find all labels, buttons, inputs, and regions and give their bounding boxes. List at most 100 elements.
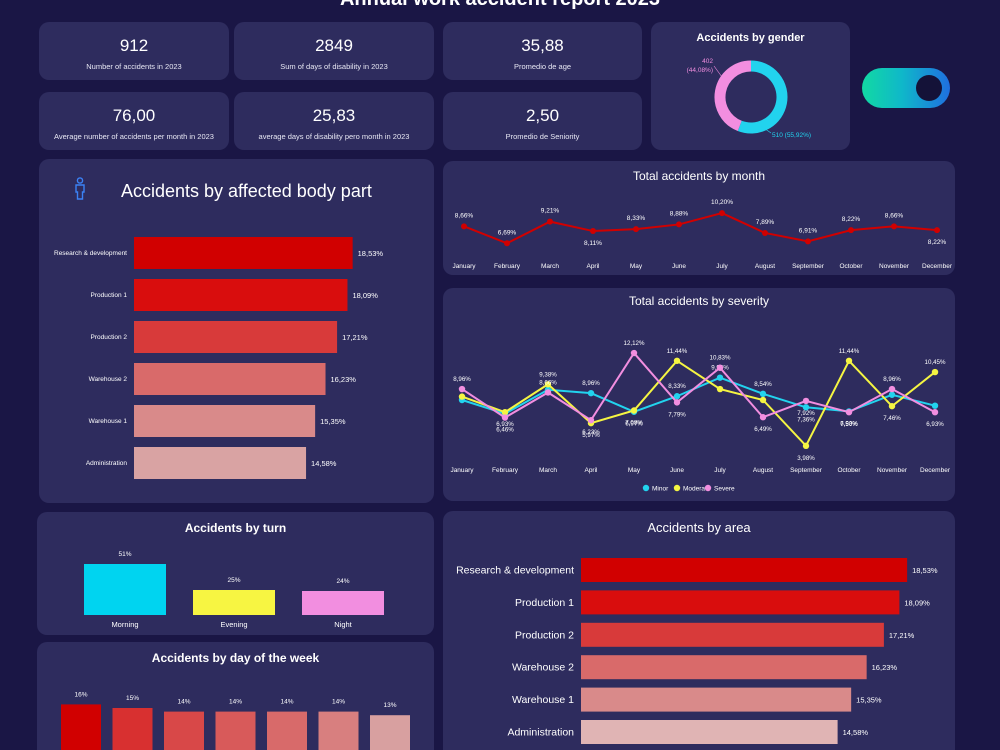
leader-line [713,65,723,78]
data-point [888,391,896,398]
kpi-value: 35,88 [521,36,564,55]
bar [581,622,884,647]
x-tick-label: April [584,467,598,474]
data-label: 14% [332,699,345,706]
data-label: 17,21% [342,333,368,342]
bar [581,687,852,712]
data-point [934,227,940,234]
data-label: 7,36% [797,416,815,423]
kpi-value: 25,83 [312,106,356,125]
series-line [461,351,936,422]
data-label: 8,66% [539,379,557,386]
data-label: 25% [227,577,240,584]
data-label: 8,33% [627,215,646,222]
data-label: 10,83% [710,355,731,362]
data-label: 13% [383,702,396,709]
data-label: 15,35% [320,417,346,426]
turn-bar-chart: 51% Morning 25% Evening 24% Night [84,551,384,629]
x-tick-label: March [539,467,557,474]
data-point [590,228,596,235]
bar [193,590,275,615]
data-label: 18,53% [358,249,384,258]
x-tick-label: February [492,467,519,474]
category-label: Production 1 [515,597,574,609]
category-label: Administration [86,460,128,467]
x-tick-label: August [755,263,775,270]
data-label: 10,45% [925,359,946,366]
data-label: 7,79% [668,411,686,418]
severity-chart-card: Total accidents by severity 8,96% 6,97% 8,… [443,288,955,501]
data-label: 5,97% [582,432,600,439]
category-label: Research & development [54,250,127,257]
data-label: 24% [336,578,349,585]
bar [581,720,838,744]
x-tick-label: May [630,263,643,270]
data-label: 14,58% [843,728,869,737]
legend-label: Minor [652,486,669,493]
data-label: 8,66% [885,212,904,219]
data-point [888,385,896,393]
bar [112,708,153,750]
data-label: 9,38% [539,371,557,378]
chart-title: Total accidents by severity [628,294,770,308]
data-point [673,399,681,406]
chart-title: Accidents by affected body part [121,181,372,201]
x-tick-label: January [452,263,476,270]
kpi-card-accidents: 912 Number of accidents in 2023 [39,22,229,80]
data-label: 16% [74,691,87,698]
x-tick-label: December [922,263,953,270]
data-point [845,408,853,416]
data-label: 6,93% [840,420,858,427]
category-label: Warehouse 2 [512,662,574,674]
data-label: 8,96% [582,380,600,387]
kpi-value: 76,00 [112,106,156,125]
x-tick-label: November [877,467,908,474]
data-point [673,357,681,364]
series-line [461,359,936,448]
area-chart-card: Accidents by area Research & development… [443,511,955,750]
data-point [716,385,724,393]
x-tick-label: April [586,263,600,270]
theme-toggle[interactable] [862,68,950,108]
turn-chart-card: Accidents by turn 51% Morning 25% Evening 24… [37,512,434,635]
x-tick-label: July [716,263,728,270]
legend-swatch [704,484,712,492]
data-point [633,226,639,233]
category-label: Warehouse 1 [512,694,574,706]
data-point [759,390,767,398]
gender-chart-card: Accidents by gender 510 (55,92%) 402 (44,0… [651,22,850,150]
data-label: 8,22% [842,216,861,223]
category-label: Production 1 [91,292,128,299]
kpi-card-avg-disability: 25,83 average days of disability pero mo… [234,92,434,150]
category-label: Warehouse 2 [89,376,128,383]
kpi-card-disability-days: 2849 Sum of days of disability in 2023 [234,22,434,80]
x-tick-label: Night [334,620,352,629]
kpi-label: Number of accidents in 2023 [86,62,182,71]
donut-slice [714,60,752,131]
month-chart-card: Total accidents by month 8,66% January 6,6… [443,161,955,275]
data-label: 7,08% [625,419,643,426]
bar [61,704,101,750]
x-tick-label: October [837,467,861,474]
chart-title: Accidents by day of the week [151,651,320,665]
data-label: 8,22% [928,239,947,246]
data-point [504,240,510,247]
data-label: 6,23% [582,429,600,436]
bar [581,558,908,582]
data-point [587,416,595,424]
x-tick-label: Morning [111,620,138,629]
data-point [719,210,725,217]
kpi-label: Sum of days of disability in 2023 [280,62,388,71]
slice-label: 402 [702,58,713,65]
x-tick-label: November [879,263,910,270]
data-label: 18,09% [352,291,378,300]
data-label: 16,23% [872,663,898,672]
data-label: 15,35% [856,696,882,705]
month-line-chart: 8,66% January 6,69% February 9,21% March 8,11%… [452,199,953,270]
data-label: 7,46% [883,415,901,422]
data-point [762,229,768,236]
kpi-card-avg-accidents: 76,00 Average number of accidents per mo… [39,92,229,150]
x-tick-label: May [628,467,641,474]
data-label: 6,93% [926,421,944,428]
series-line [461,376,936,415]
